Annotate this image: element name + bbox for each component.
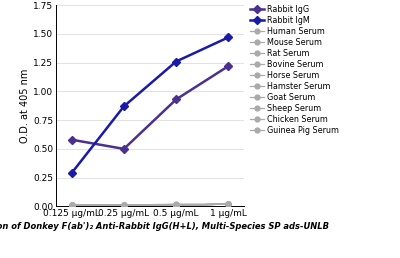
Legend: Rabbit IgG, Rabbit IgM, Human Serum, Mouse Serum, Rat Serum, Bovine Serum, Horse: Rabbit IgG, Rabbit IgM, Human Serum, Mou… bbox=[250, 5, 339, 135]
X-axis label: Dilution of Donkey F(ab')₂ Anti-Rabbit IgG(H+L), Multi-Species SP ads-UNLB: Dilution of Donkey F(ab')₂ Anti-Rabbit I… bbox=[0, 222, 329, 231]
Y-axis label: O.D. at 405 nm: O.D. at 405 nm bbox=[20, 69, 30, 143]
